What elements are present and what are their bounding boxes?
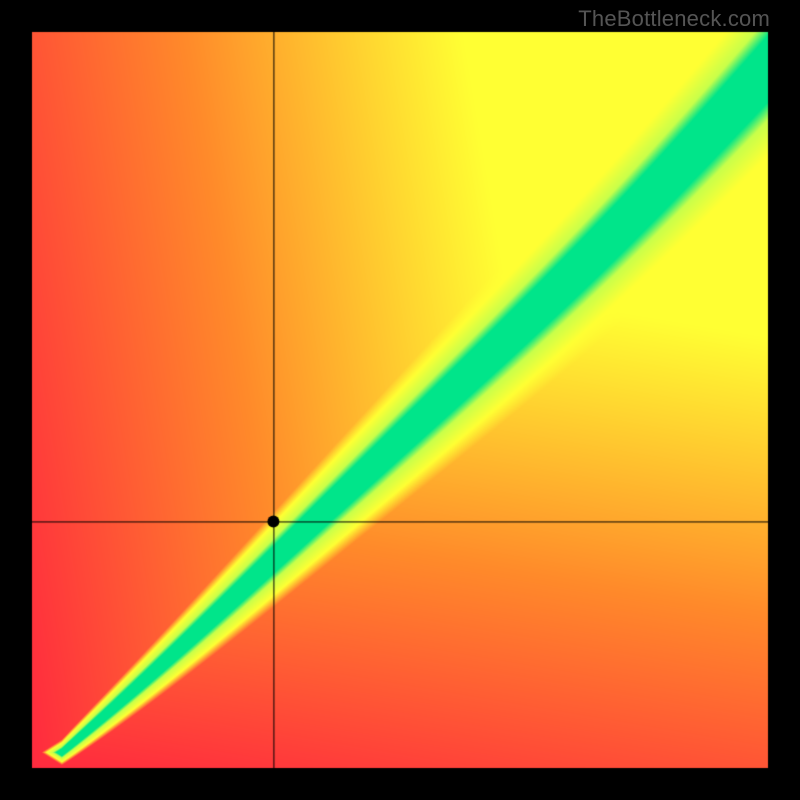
chart-container: TheBottleneck.com (0, 0, 800, 800)
watermark-text: TheBottleneck.com (578, 6, 770, 32)
heatmap-canvas (0, 0, 800, 800)
